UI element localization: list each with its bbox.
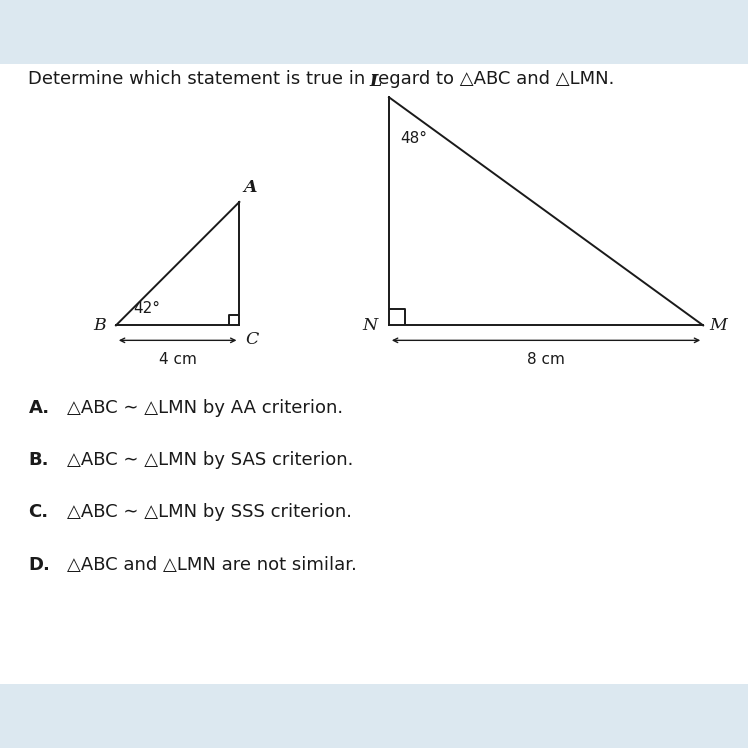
Text: B.: B. [28,451,49,469]
Text: D.: D. [28,556,50,574]
Text: 48°: 48° [400,131,427,146]
Text: C: C [245,331,259,348]
Text: Determine which statement is true in regard to △ABC and △LMN.: Determine which statement is true in reg… [28,70,615,88]
Text: 8 cm: 8 cm [527,352,565,367]
Text: △ABC and △LMN are not similar.: △ABC and △LMN are not similar. [67,556,358,574]
Text: L: L [370,73,381,90]
Text: △ABC ∼ △LMN by SAS criterion.: △ABC ∼ △LMN by SAS criterion. [67,451,354,469]
FancyBboxPatch shape [0,64,748,684]
Text: M: M [709,317,727,334]
Text: 4 cm: 4 cm [159,352,197,367]
Text: △ABC ∼ △LMN by AA criterion.: △ABC ∼ △LMN by AA criterion. [67,399,343,417]
Text: △ABC ∼ △LMN by SSS criterion.: △ABC ∼ △LMN by SSS criterion. [67,503,352,521]
Text: 42°: 42° [133,301,160,316]
Text: B: B [94,317,106,334]
Text: N: N [363,317,378,334]
Text: A: A [243,179,257,196]
Text: A.: A. [28,399,49,417]
Text: C.: C. [28,503,49,521]
